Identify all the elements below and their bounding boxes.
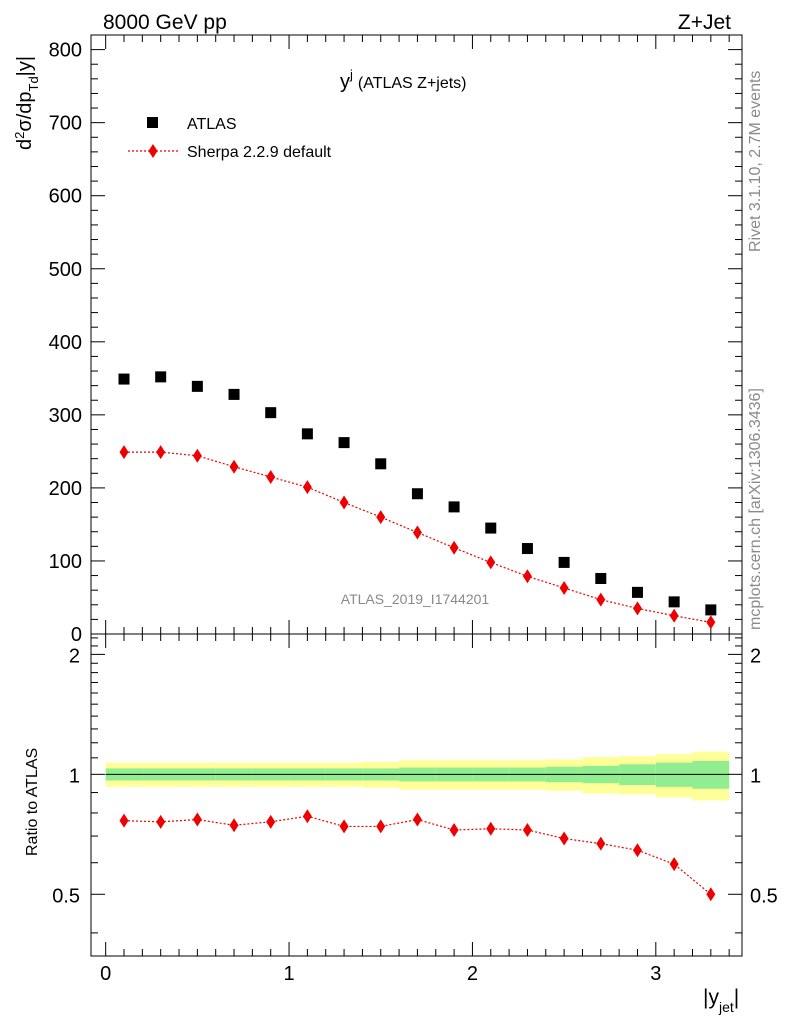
legend: ATLAS Sherpa 2.2.9 default xyxy=(128,116,332,161)
ratio-sherpa-point xyxy=(229,818,239,833)
ratio-axes: 0.5 0.5 1 1 2 2 0 1 2 3 xyxy=(52,634,778,985)
ratio-sherpa-point xyxy=(376,819,386,834)
ratio-y-tick-label-right: 0.5 xyxy=(750,885,778,907)
sherpa-point xyxy=(522,569,532,584)
atlas-point xyxy=(228,388,240,400)
atlas-point xyxy=(301,428,313,440)
ratio-sherpa-point xyxy=(669,857,679,872)
energy-label: 8000 GeV pp xyxy=(103,11,227,34)
sherpa-point xyxy=(449,540,459,555)
atlas-point xyxy=(118,373,130,385)
plot-title-suffix: (ATLAS Z+jets) xyxy=(358,75,467,92)
atlas-point xyxy=(705,604,717,616)
sherpa-point xyxy=(156,445,166,460)
plot-title-superscript: j xyxy=(349,67,353,82)
analysis-watermark: ATLAS_2019_I1744201 xyxy=(341,591,490,607)
ratio-sherpa-point xyxy=(706,887,716,902)
ratio-y-tick-label: 0.5 xyxy=(52,885,80,907)
main-y-axis-label: d2σ/dpTd|y| xyxy=(12,56,41,150)
sherpa-point xyxy=(229,459,239,474)
plot-title: yj (ATLAS Z+jets) xyxy=(340,67,467,93)
atlas-point xyxy=(668,596,680,608)
ratio-sherpa-point xyxy=(486,821,496,836)
ratio-sherpa-point xyxy=(119,813,129,828)
sherpa-point xyxy=(339,495,349,510)
legend-sherpa-label: Sherpa 2.2.9 default xyxy=(187,144,332,161)
rivet-label: Rivet 3.1.10, 2.7M events xyxy=(747,71,764,252)
atlas-point xyxy=(338,437,350,449)
green-band-bin xyxy=(692,761,730,789)
ratio-sherpa-point xyxy=(302,809,312,824)
main-axes: 0 100 200 300 400 500 600 700 800 xyxy=(49,34,742,646)
legend-sherpa-marker xyxy=(148,144,158,158)
x-tick-label: 0 xyxy=(100,963,111,985)
ratio-y-tick-label-right: 2 xyxy=(750,645,761,667)
ratio-y-axis-label: Ratio to ATLAS xyxy=(24,748,41,856)
atlas-point xyxy=(595,572,607,584)
atlas-point xyxy=(265,407,277,419)
ratio-sherpa-point xyxy=(522,822,532,837)
sherpa-point xyxy=(302,480,312,495)
ratio-y-tick-label: 1 xyxy=(69,765,80,787)
sherpa-point xyxy=(559,580,569,595)
ratio-sherpa-point xyxy=(632,843,642,858)
ratio-uncertainty-bands xyxy=(105,751,730,801)
ratio-sherpa-point xyxy=(559,831,569,846)
ratio-sherpa-point xyxy=(412,812,422,827)
plot-title-main: y xyxy=(340,71,350,93)
sherpa-point xyxy=(669,608,679,623)
sherpa-point xyxy=(632,601,642,616)
main-y-tick-label: 200 xyxy=(49,478,82,500)
atlas-point xyxy=(155,371,167,383)
ratio-sherpa-line xyxy=(123,815,712,895)
sherpa-point xyxy=(266,469,276,484)
main-y-tick-label: 0 xyxy=(71,624,82,646)
x-tick-label: 1 xyxy=(283,963,294,985)
x-axis-label: |yjet| xyxy=(703,986,739,1015)
atlas-point xyxy=(558,556,570,568)
sherpa-point xyxy=(412,525,422,540)
ratio-sherpa-point xyxy=(449,822,459,837)
atlas-point xyxy=(485,522,497,534)
sherpa-point xyxy=(706,615,716,630)
atlas-point xyxy=(191,380,203,392)
ratio-y-tick-label-right: 1 xyxy=(750,765,761,787)
main-y-tick-label: 600 xyxy=(49,186,82,208)
legend-atlas-label: ATLAS xyxy=(187,116,237,133)
ratio-sherpa-point xyxy=(596,836,606,851)
process-label: Z+Jet xyxy=(678,11,731,34)
sherpa-point xyxy=(596,592,606,607)
mcplots-label: mcplots.cern.ch [arXiv:1306.3436] xyxy=(747,388,764,630)
main-y-tick-label: 100 xyxy=(49,551,82,573)
x-tick-label: 2 xyxy=(467,963,478,985)
ratio-sherpa-point xyxy=(339,819,349,834)
atlas-point xyxy=(521,543,533,555)
main-y-tick-label: 800 xyxy=(49,40,82,62)
ratio-sherpa-point xyxy=(192,812,202,827)
legend-atlas-marker xyxy=(147,117,158,128)
sherpa-point xyxy=(192,448,202,463)
atlas-point xyxy=(631,586,643,598)
atlas-point xyxy=(375,458,387,470)
sherpa-point xyxy=(376,510,386,525)
ratio-sherpa-point xyxy=(156,814,166,829)
main-series xyxy=(118,371,717,630)
ratio-y-tick-label: 2 xyxy=(69,645,80,667)
atlas-point xyxy=(411,488,423,500)
x-tick-label: 3 xyxy=(650,963,661,985)
main-y-tick-label: 400 xyxy=(49,332,82,354)
ratio-series xyxy=(119,809,716,902)
main-y-tick-label: 500 xyxy=(49,259,82,281)
ratio-plot-frame xyxy=(90,633,743,957)
main-y-tick-label: 300 xyxy=(49,405,82,427)
atlas-point xyxy=(448,501,460,513)
sherpa-point xyxy=(119,445,129,460)
sherpa-point xyxy=(486,555,496,570)
main-y-tick-label: 700 xyxy=(49,113,82,135)
ratio-sherpa-point xyxy=(266,814,276,829)
